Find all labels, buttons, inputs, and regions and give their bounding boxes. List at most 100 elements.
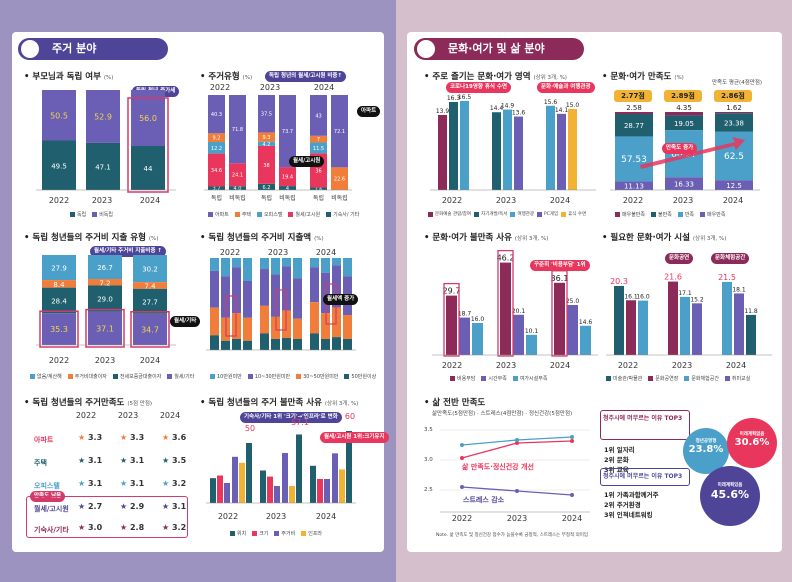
s4-bar-segment: [260, 269, 269, 306]
s3-bar-segment: [42, 280, 76, 288]
r1-bar: [460, 100, 469, 190]
s4-bar-segment: [321, 313, 330, 339]
s2-bar-segment: [310, 187, 327, 190]
s5-star: ★ 3.3: [120, 433, 145, 442]
r1-bar: [557, 113, 566, 190]
r2-year: 2022: [622, 196, 644, 205]
s1-year: 2022: [48, 196, 70, 205]
s1-year: 2023: [91, 196, 113, 205]
s4-legend: 10만원미만 10~30만원미만 30~50만원미만 50만원이상: [210, 373, 376, 380]
s2-bar-segment: [310, 95, 327, 136]
s2-label: 38: [263, 163, 269, 169]
s5-star: ★ 3.0: [78, 523, 103, 532]
r4-chip2: 문화체험공간: [711, 253, 750, 264]
s3-highlight-box: [85, 308, 125, 348]
s3-bar-segment: [133, 288, 167, 314]
s4-bar-segment: [221, 258, 230, 277]
s2-label: 22.6: [334, 177, 345, 183]
s6-bar: [260, 470, 266, 503]
r4-bar: [614, 285, 624, 355]
s1-bar-dependent: [131, 146, 165, 190]
s4-bar-segment: [293, 278, 302, 319]
s2-label: 36: [315, 168, 321, 174]
s2-callout-apt: 아파트: [357, 106, 381, 117]
s2-label: 24.1: [232, 173, 243, 179]
r1-label: 13.9: [436, 108, 450, 115]
s2-label: 40.3: [211, 112, 222, 118]
s6-chip: 기숙사/기타 1위 '크기'→'인프라'로 변화: [240, 412, 342, 423]
r4-legend: 미술관/박물관 문화공연장 문화체험공간 취미교실: [606, 375, 750, 382]
s5-row-label: 월세/고시원: [34, 505, 69, 513]
r5-mental-line-point: [515, 438, 519, 442]
r2-label: 11.13: [624, 183, 644, 191]
s6-bar: [289, 485, 295, 503]
s6-title: • 독립 청년들의 주거 불만족 사유 (상위 3개, %): [200, 398, 359, 408]
s5-row-label: 기숙사/기타: [34, 526, 69, 534]
r5-mental-line-point: [460, 443, 464, 447]
s4-bar-segment: [210, 335, 219, 350]
r4-bar: [638, 300, 648, 355]
s4-bar-segment: [321, 338, 330, 350]
r4-label: 20.3: [610, 277, 628, 286]
r3-highlight-box: [497, 249, 514, 357]
s2-bar-segment: [258, 183, 275, 190]
r5-life-line-point: [515, 441, 519, 445]
s2-cat-label: 비독립: [229, 194, 246, 202]
r1-bar: [546, 105, 555, 190]
culture-banner: 문화·여가 및 삶 분야: [414, 38, 584, 60]
s5-title: • 독립 청년들의 주거만족도 (5점 만점): [24, 398, 153, 408]
r4-bar: [668, 281, 678, 355]
r4-title: • 필요한 문화·여가 시설 (상위 3개, %): [602, 233, 727, 243]
r3-label: 20.1: [512, 308, 526, 315]
r1-label: 15.6: [544, 99, 558, 106]
r4-year: 2023: [671, 361, 693, 370]
s5-star: ★ 3.1: [78, 479, 103, 488]
s3-callout: 월세/기타: [170, 316, 201, 327]
s2-label: 4.2: [263, 142, 271, 148]
r2-label: 62.5: [724, 152, 744, 162]
s4-bar-segment: [332, 258, 341, 266]
r3-label: 25.0: [566, 298, 580, 305]
s5-star: ★ 3.5: [162, 456, 187, 465]
s5-star: ★ 3.2: [162, 523, 187, 532]
s6-bar: [217, 475, 223, 503]
r1-bar: [449, 101, 458, 190]
s1-year: 2024: [139, 196, 161, 205]
r5-tick: 3.0: [424, 457, 433, 463]
s3-label: 37.1: [96, 324, 114, 333]
r5-year: 2022: [451, 514, 473, 523]
r2-bar-segment: [615, 114, 653, 137]
s2-bar-segment: [310, 142, 327, 154]
s6-bar: [232, 456, 238, 503]
s6-bar: [296, 434, 302, 503]
r1-label: 16.3: [447, 95, 461, 102]
r3-chip: 꾸준히 '비용부담' 1위: [530, 260, 590, 271]
s2-label: 6.2: [263, 185, 271, 191]
r3-bar: [446, 295, 457, 355]
s5-row-label: 오피스텔: [34, 482, 60, 490]
s4-title: • 독립 청년들의 주거비 지출액 (%): [200, 233, 324, 243]
r2-chip: 만족도 증가: [662, 143, 698, 154]
s4-bar-segment: [293, 318, 302, 339]
s6-bar: [324, 479, 330, 503]
s2-label: 7: [317, 137, 320, 143]
r3-year: 2024: [549, 361, 571, 370]
s4-bar-segment: [282, 266, 291, 311]
r2-title: • 문화·여가 만족도 (%): [602, 72, 684, 82]
s4-bar-segment: [343, 258, 352, 277]
s3-bar-segment: [88, 285, 122, 312]
s6-bar: [210, 478, 216, 503]
s4-bar-segment: [232, 258, 241, 268]
s4-bar-segment: [293, 338, 302, 350]
r2-bar-segment: [665, 177, 703, 190]
r5-donut3: 미래계획있음 45.6%: [700, 466, 760, 526]
s3-label: 30.2: [142, 266, 158, 274]
r2-avg-2023: 2.89점: [664, 90, 702, 102]
s4-bar-segment: [232, 267, 241, 314]
s2-bar-segment: [331, 167, 348, 190]
s4-callout: 월세액 증가: [323, 294, 359, 305]
s2-bar-segment: [229, 95, 246, 164]
r2-label: 1.62: [726, 104, 742, 112]
s4-bar-segment: [310, 258, 319, 268]
s2-year: 2023: [259, 83, 281, 92]
